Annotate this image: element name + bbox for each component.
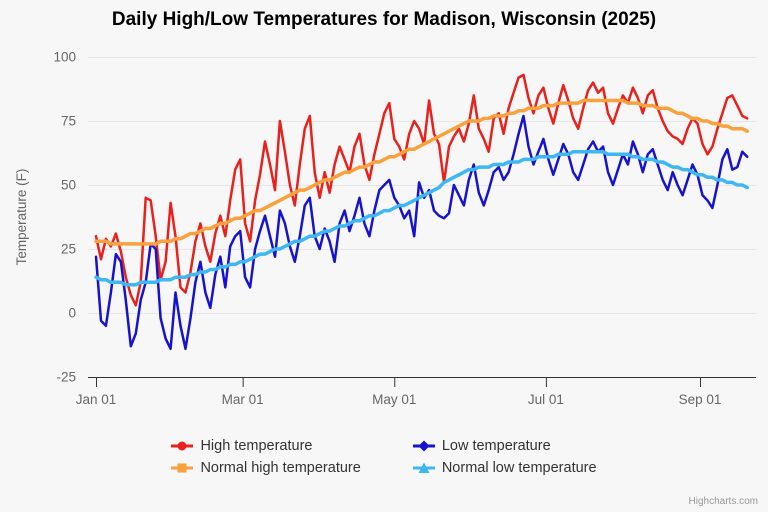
legend-item-normal-low-temperature[interactable]: Normal low temperature	[412, 460, 597, 476]
circle-marker-icon	[171, 441, 194, 451]
x-tick-label: Mar 01	[222, 392, 264, 407]
diamond-marker-icon	[412, 440, 435, 452]
x-tick-label: Sep 01	[679, 392, 722, 407]
legend: High temperature Low temperature Normal hi…	[0, 438, 768, 476]
x-tick-label: May 01	[372, 392, 416, 407]
legend-label: Normal low temperature	[441, 460, 597, 476]
y-axis-title: Temperature (F)	[14, 169, 29, 266]
y-tick-label: 25	[61, 242, 76, 257]
legend-item-low-temperature[interactable]: Low temperature	[412, 438, 597, 454]
square-marker-icon	[171, 463, 194, 473]
legend-label: High temperature	[200, 438, 313, 454]
series-line-normal-high-temperature[interactable]	[94, 98, 749, 246]
legend-label: Low temperature	[441, 438, 551, 454]
legend-item-normal-high-temperature[interactable]: Normal high temperature	[171, 460, 361, 476]
series-line-high-temperature[interactable]	[94, 73, 749, 307]
series-line-normal-low-temperature[interactable]	[94, 149, 749, 287]
x-tick-label: Jul 01	[528, 392, 564, 407]
legend-grid: High temperature Low temperature Normal hi…	[171, 438, 597, 476]
y-tick-label: -25	[56, 370, 76, 385]
credits-link[interactable]: Highcharts.com	[688, 496, 758, 507]
legend-item-high-temperature[interactable]: High temperature	[171, 438, 360, 454]
x-tick-label: Jan 01	[76, 392, 117, 407]
triangle-marker-icon	[412, 462, 435, 473]
y-tick-label: 75	[61, 114, 76, 129]
y-tick-label: 50	[61, 178, 76, 193]
legend-label: Normal high temperature	[200, 460, 361, 476]
y-tick-label: 100	[53, 50, 76, 65]
y-tick-label: 0	[68, 306, 76, 321]
chart-title: Daily High/Low Temperatures for Madison,…	[111, 9, 657, 30]
